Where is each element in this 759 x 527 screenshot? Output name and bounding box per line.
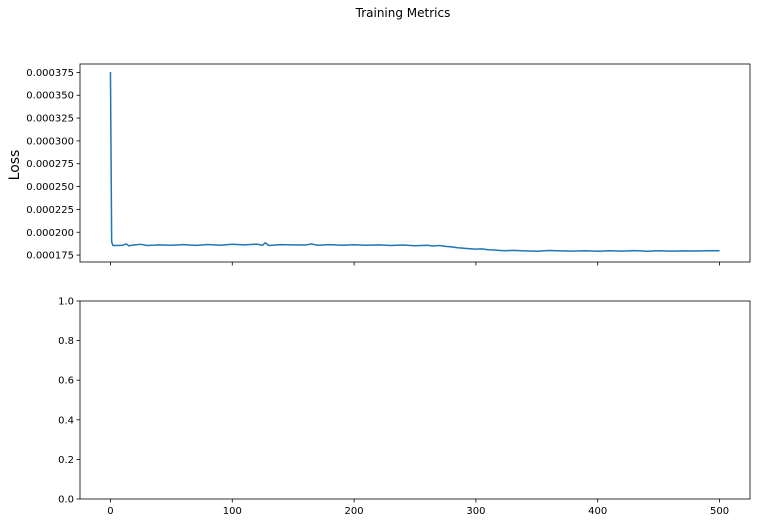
y-tick-label: 0.000325 (26, 114, 74, 125)
x-tick-label: 100 (223, 506, 242, 517)
y-tick-label: 0.000225 (26, 205, 74, 216)
y-tick-label: 0.4 (58, 415, 74, 426)
loss-series-line (109, 71, 720, 252)
loss-y-axis-label: Loss (7, 150, 23, 181)
y-tick-label: 0.6 (58, 376, 74, 387)
y-tick-label: 0.0 (58, 495, 74, 506)
x-tick-label: 500 (710, 506, 729, 517)
plot-frame (79, 300, 751, 500)
y-tick-label: 0.000175 (26, 251, 74, 262)
x-tick-label: 0 (107, 506, 113, 517)
y-tick-label: 0.8 (58, 336, 74, 347)
x-tick-label: 400 (588, 506, 607, 517)
y-tick-label: 0.000275 (26, 159, 74, 170)
y-tick-label: 0.000200 (26, 228, 74, 239)
y-tick-label: 0.000375 (26, 68, 74, 79)
y-tick-label: 0.000350 (26, 91, 74, 102)
y-tick-label: 1.0 (58, 297, 74, 308)
y-tick-label: 0.2 (58, 455, 74, 466)
x-tick-label: 300 (466, 506, 485, 517)
empty-subplot: 0.0 0.2 0.4 0.6 0.8 1.0 0 100 200 300 400 500 (58, 297, 751, 517)
x-tick-label: 200 (345, 506, 364, 517)
y-tick-label: 0.000250 (26, 182, 74, 193)
figure-title: Training Metrics (355, 6, 451, 20)
y-tick-label: 0.000300 (26, 136, 74, 147)
plot-frame (79, 63, 751, 263)
loss-subplot: Loss 0.000175 0.000200 0.000225 0.000250 0.0… (7, 63, 751, 266)
